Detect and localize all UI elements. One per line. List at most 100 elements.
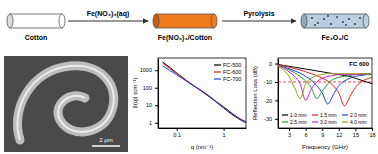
sem-image: 2 μm (4, 56, 128, 152)
legend-swatch (342, 121, 348, 122)
graphic: CottonFe(NO₃)₃/CottonFe₃O₄/CFe(NO₃)₃(aq)… (0, 0, 378, 154)
tick: -10 (264, 79, 278, 85)
chart: 3 6 9 12 15 18 0 -10 -20 -30 Frequency (GHz) Reflec… (252, 58, 376, 150)
tick-label: 1 (149, 120, 152, 126)
particle (323, 18, 325, 20)
axis-line (158, 59, 159, 129)
plot-frame (158, 58, 246, 128)
tick-mark (155, 88, 158, 89)
tick-mark (275, 82, 278, 83)
series-line (278, 65, 372, 106)
legend-swatch (312, 114, 318, 115)
chart-title: FC 600 (349, 61, 369, 67)
legend: 1.0 mm1.5 mm2.0 mm2.5 mm3.0 mm4.0 mm (282, 112, 367, 125)
y-axis: 0 -10 -20 -30 (264, 59, 278, 129)
particle (342, 21, 344, 23)
tube-end (301, 14, 307, 28)
tick-label: 18 (369, 132, 375, 138)
tick-label: 6 (305, 132, 308, 138)
tick: -30 (264, 116, 278, 122)
tube-end (363, 14, 369, 28)
particle (336, 16, 338, 18)
tick-mark (177, 128, 178, 131)
legend-swatch (214, 64, 221, 65)
arrow-label: Pyrolysis (243, 10, 274, 18)
tick: 3 (288, 128, 291, 138)
legend-swatch (282, 114, 288, 115)
x-axis-title: Frequency (GHz) (302, 144, 348, 150)
legend-swatch (282, 121, 288, 122)
tube-end (153, 14, 159, 28)
tick: 6 (305, 128, 308, 138)
legend-swatch (214, 71, 221, 72)
axis-line (279, 128, 373, 129)
tube-body (304, 14, 366, 28)
scale-bar (92, 145, 120, 147)
fiber-edge (17, 66, 113, 140)
tick-mark (155, 105, 158, 106)
tick-label: 1000 (140, 67, 152, 73)
particle (345, 24, 347, 26)
chart: 0.111101001000q (nm⁻¹)|I(q)| (cm⁻¹)FC-50… (132, 58, 247, 150)
tick-mark (372, 128, 373, 131)
tick-mark (275, 119, 278, 120)
tick-mark (355, 128, 356, 131)
tick: 100 (143, 85, 158, 91)
tick-label: 3 (288, 132, 291, 138)
tick: -20 (264, 98, 278, 104)
particle (317, 22, 319, 24)
tube-end (7, 14, 13, 28)
legend-label: 2.5 mm (290, 119, 307, 125)
tick: 0.1 (173, 128, 181, 138)
tick: 12 (336, 128, 342, 138)
tick-label: 100 (143, 85, 152, 91)
legend: FC-500FC-600FC-700 (214, 62, 241, 82)
series-line (163, 63, 246, 122)
particle (359, 17, 361, 19)
x-axis: 0.11 (159, 128, 247, 138)
y-axis-title: Reflection Loss (dB) (252, 66, 258, 120)
series-line (278, 66, 372, 98)
series-line (278, 65, 372, 98)
tick-label: -20 (264, 98, 272, 104)
tube (7, 14, 65, 28)
plot-area (278, 64, 372, 105)
tube-end (59, 14, 65, 28)
series-line (163, 66, 246, 122)
tick-mark (155, 123, 158, 124)
legend-label: 4.0 mm (350, 119, 367, 125)
particle (354, 23, 356, 25)
particle (311, 17, 313, 19)
x-axis-title: q (nm⁻¹) (191, 144, 214, 150)
tick-label: 0.1 (173, 132, 181, 138)
tick-mark (339, 128, 340, 131)
tube-body (10, 14, 62, 28)
x-axis: 3 6 9 12 15 18 (279, 128, 376, 138)
tick-label: 1 (223, 132, 226, 138)
tick-mark (155, 70, 158, 71)
legend-swatch (312, 121, 318, 122)
sem-background (4, 56, 128, 152)
tube-body (156, 14, 214, 28)
tick: 1 (223, 128, 226, 138)
tick: 9 (321, 128, 324, 138)
step-label: Fe(NO₃)₃/Cotton (158, 34, 212, 42)
tube (153, 14, 217, 28)
series-line (278, 66, 372, 101)
tick: 10 (146, 102, 158, 108)
plot-area (163, 62, 246, 123)
axis-line (159, 128, 247, 129)
tick: 15 (353, 128, 359, 138)
tick-mark (275, 64, 278, 65)
legend-label: FC-700 (223, 76, 241, 82)
tick-label: 0 (269, 61, 272, 67)
legend-swatch (342, 114, 348, 115)
legend-label: 2.0 mm (350, 112, 367, 118)
particle (314, 24, 316, 26)
tick: 1 (149, 120, 158, 126)
legend-label: 3.0 mm (320, 119, 337, 125)
legend-label: FC-600 (223, 69, 241, 75)
legend-label: FC-500 (223, 62, 241, 68)
tick-label: 15 (353, 132, 359, 138)
particle (327, 15, 329, 17)
